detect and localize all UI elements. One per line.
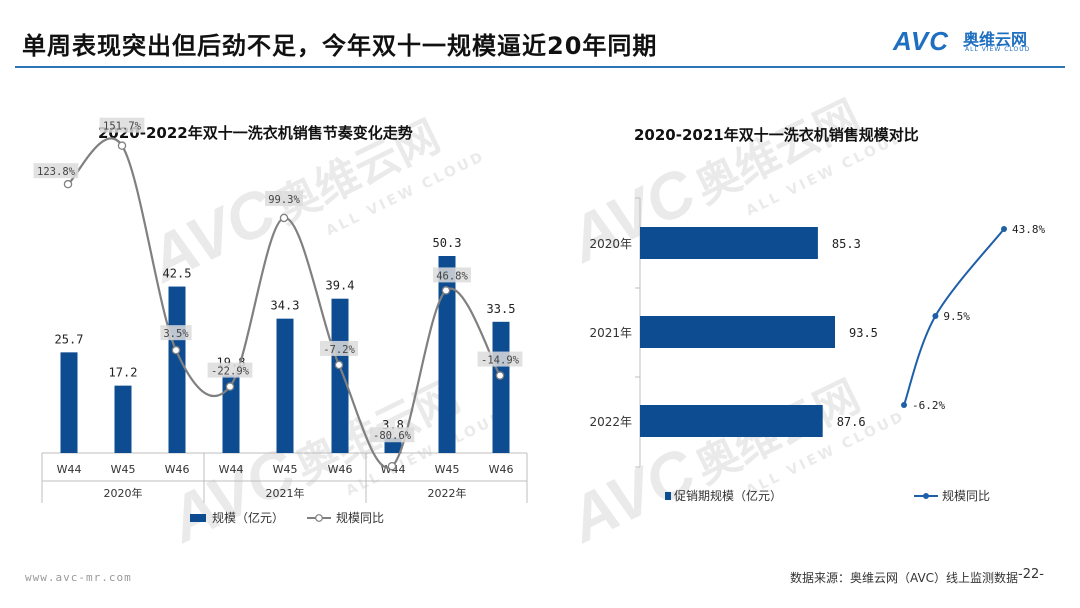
x-tick-label: W44 (219, 463, 244, 476)
logo-en-text: ALL VIEW CLOUD (965, 46, 1031, 53)
yoy-point (279, 213, 289, 223)
yoy-label: -22.9% (211, 366, 250, 378)
bar-value-label: 34.3 (271, 299, 300, 313)
yoy-point (932, 313, 939, 319)
legend-swatch-marker (315, 514, 323, 522)
bar-value-label: 39.4 (326, 279, 355, 293)
hbar (640, 405, 823, 437)
yoy-point (334, 360, 344, 370)
yoy-label-box (320, 340, 358, 356)
x-tick-label: W46 (489, 463, 514, 476)
bar (331, 298, 349, 453)
yoy-label: -6.2% (912, 399, 945, 412)
yoy-label: 9.5% (943, 310, 970, 323)
logo-cn-text: 奥维云网 (963, 30, 1028, 49)
yoy-label-box (207, 362, 253, 378)
yoy-point (171, 345, 181, 355)
yoy-point (441, 286, 451, 295)
bar (114, 385, 132, 453)
hbar (640, 227, 818, 259)
legend-label: 规模同比 (336, 510, 384, 525)
yoy-label: -80.6% (373, 430, 412, 442)
header-divider (15, 66, 1065, 68)
bar (492, 321, 510, 453)
hbar-value-label: 85.3 (832, 237, 861, 251)
yoy-label: -7.2% (323, 344, 355, 356)
yoy-label: 46.8% (436, 270, 468, 282)
yoy-label: 151.7% (103, 121, 142, 133)
footer-url: www.avc-mr.com (25, 571, 132, 584)
x-tick-label: W45 (111, 463, 136, 476)
bar-value-label: 33.5 (487, 302, 516, 316)
bar-value-label: 17.2 (109, 366, 138, 380)
bar-value-label: 42.5 (163, 267, 192, 281)
x-tick-label: W45 (273, 463, 298, 476)
bar (168, 286, 186, 453)
left-chart-title: 2020-2022年双十一洗衣机销售节奏变化走势 (98, 124, 413, 142)
yoy-label-box (477, 351, 523, 367)
yoy-label: 123.8% (37, 166, 76, 178)
bar (60, 352, 78, 453)
x-tick-label: W46 (165, 463, 190, 476)
legend-swatch-bar (190, 514, 206, 522)
yoy-label-box (160, 325, 192, 341)
yoy-label-box (433, 267, 471, 283)
y-tick-label: 2020年 (589, 237, 632, 251)
data-source: 数据来源：奥维云网（AVC）线上监测数据 (790, 571, 1019, 585)
yoy-label-box (99, 117, 145, 133)
yoy-point (117, 141, 127, 150)
hbar-value-label: 93.5 (849, 326, 878, 340)
yoy-label: 99.3% (268, 194, 300, 206)
yoy-label-box (33, 163, 79, 179)
x-group-label: 2022年 (428, 486, 467, 500)
x-tick-label: W46 (328, 463, 353, 476)
yoy-label: 43.8% (1012, 223, 1045, 236)
legend-label: 规模同比 (942, 488, 990, 503)
yoy-point (901, 402, 907, 408)
page-number: -22- (1018, 567, 1044, 582)
yoy-label: -14.9% (481, 355, 520, 367)
page-title: 单周表现突出但后劲不足，今年双十一规模逼近20年同期 (22, 32, 658, 60)
yoy-label-box (265, 190, 303, 206)
legend-swatch-marker (923, 493, 929, 499)
bar-value-label: 25.7 (55, 332, 84, 346)
hbar (640, 316, 835, 348)
yoy-point (63, 179, 73, 189)
x-tick-label: W44 (57, 463, 82, 476)
bar (222, 375, 240, 453)
yoy-label-box (369, 427, 415, 443)
x-group-label: 2020年 (104, 486, 143, 500)
yoy-point (225, 382, 235, 391)
legend-label: 促销期规模（亿元） (674, 488, 782, 503)
hbar-value-label: 87.6 (837, 415, 866, 429)
bar-value-label: 50.3 (433, 236, 462, 250)
bar (276, 318, 294, 453)
legend-swatch-bar (665, 492, 671, 500)
x-tick-label: W45 (435, 463, 460, 476)
yoy-point (495, 371, 505, 380)
yoy-point (387, 461, 397, 471)
yoy-label: 3.5% (163, 328, 189, 340)
right-chart-title: 2020-2021年双十一洗衣机销售规模对比 (634, 126, 919, 144)
yoy-point (1001, 226, 1007, 232)
y-tick-label: 2022年 (589, 415, 632, 429)
legend-label: 规模（亿元） (212, 510, 284, 525)
y-tick-label: 2021年 (589, 326, 632, 340)
logo-text: AVC (893, 26, 949, 56)
x-group-label: 2021年 (266, 486, 305, 500)
bar (438, 256, 456, 453)
